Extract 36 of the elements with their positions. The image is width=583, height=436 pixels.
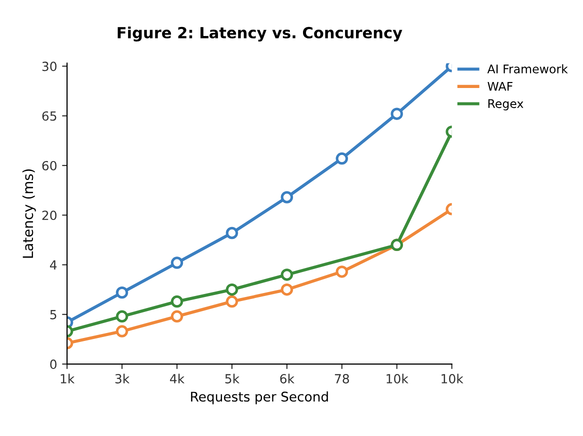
x-tick-label: 10k <box>442 374 464 384</box>
text: 65 <box>42 111 56 121</box>
x-tick-label: 1k <box>60 374 75 384</box>
x-axis-title: Requests per Second <box>191 391 328 404</box>
point <box>170 256 184 269</box>
point <box>390 108 403 120</box>
legend-label: Regex <box>488 99 524 110</box>
point <box>170 295 184 308</box>
text: 5 <box>50 310 56 320</box>
point <box>116 310 128 323</box>
point <box>226 295 238 308</box>
text: 20 <box>42 210 56 220</box>
x-tick-label: 6k <box>280 374 294 384</box>
point <box>226 226 238 240</box>
point <box>280 268 294 281</box>
x-tick-label: 78 <box>334 374 349 384</box>
point <box>336 266 348 278</box>
point <box>170 310 184 323</box>
point <box>226 283 238 296</box>
text: 0 <box>50 360 56 369</box>
y-axis-title: Latency (ms) <box>22 169 36 258</box>
x-tick-label: 10k <box>386 374 408 384</box>
point <box>116 286 128 299</box>
legend-label: AI Framework <box>487 64 568 74</box>
text: 60 <box>42 160 56 170</box>
point <box>280 283 294 296</box>
text: 4 <box>50 260 57 270</box>
x-tick-label: 4k <box>170 374 185 384</box>
point <box>116 325 128 338</box>
x-tick-label: 3k <box>115 374 130 384</box>
legend-label: WAF <box>488 82 512 91</box>
text: 30 <box>42 62 56 72</box>
chart-title: Figure 2: Latency vs. Concurency <box>118 26 402 42</box>
point <box>336 152 348 165</box>
x-tick-label: 5k <box>225 374 240 384</box>
point <box>280 191 294 204</box>
